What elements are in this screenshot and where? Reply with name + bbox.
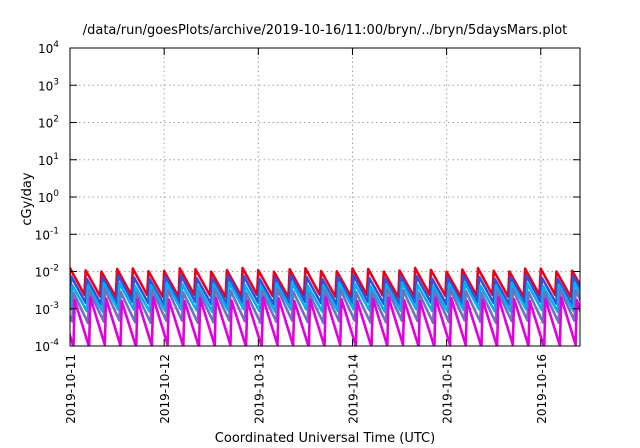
series-line <box>70 281 580 314</box>
chart-title: /data/run/goesPlots/archive/2019-10-16/1… <box>83 23 568 38</box>
x-tick-label: 2019-10-12 <box>158 354 172 424</box>
y-tick-base: 10 <box>38 117 53 131</box>
y-tick-exponent: -2 <box>50 264 59 274</box>
y-tick-base: 10 <box>38 79 53 93</box>
series-line <box>70 274 580 306</box>
series-line <box>70 296 580 346</box>
y-tick-label: 10-3 <box>35 301 59 317</box>
y-tick-label: 102 <box>38 115 59 131</box>
x-tick-label: 2019-10-13 <box>252 354 266 424</box>
y-tick-exponent: 1 <box>53 152 59 162</box>
x-tick-label: 2019-10-11 <box>64 354 78 424</box>
y-tick-exponent: 4 <box>53 40 59 50</box>
y-tick-base: 10 <box>35 228 50 242</box>
series-layer <box>70 266 580 346</box>
y-tick-base: 10 <box>38 191 53 205</box>
y-tick-exponent: -3 <box>50 301 59 311</box>
x-tick-label: 2019-10-16 <box>535 354 549 424</box>
y-tick-label: 10-2 <box>35 264 59 280</box>
y-tick-label: 10-1 <box>35 226 59 242</box>
y-tick-label: 103 <box>38 77 59 93</box>
y-tick-base: 10 <box>35 340 50 354</box>
y-tick-base: 10 <box>35 303 50 317</box>
y-tick-label: 100 <box>38 189 59 205</box>
x-tick-label: 2019-10-14 <box>346 354 360 424</box>
y-tick-exponent: -4 <box>50 338 59 348</box>
series-line <box>70 287 580 325</box>
y-tick-exponent: 3 <box>53 77 59 87</box>
y-tick-base: 10 <box>38 154 53 168</box>
y-tick-label: 104 <box>38 40 59 56</box>
x-axis: 2019-10-11 2019-10-12 2019-10-13 2019-10-14… <box>64 48 549 424</box>
y-axis-label: cGy/day <box>20 172 35 226</box>
y-tick-label: 10-4 <box>35 338 60 354</box>
x-axis-label: Coordinated Universal Time (UTC) <box>215 431 435 446</box>
y-tick-exponent: -1 <box>50 226 59 236</box>
y-tick-base: 10 <box>38 42 53 56</box>
y-tick-exponent: 0 <box>53 189 59 199</box>
y-tick-label: 101 <box>38 152 59 168</box>
x-tick-label: 2019-10-15 <box>441 354 455 424</box>
y-tick-exponent: 2 <box>53 115 59 125</box>
y-tick-base: 10 <box>35 266 50 280</box>
series-line <box>70 266 580 299</box>
